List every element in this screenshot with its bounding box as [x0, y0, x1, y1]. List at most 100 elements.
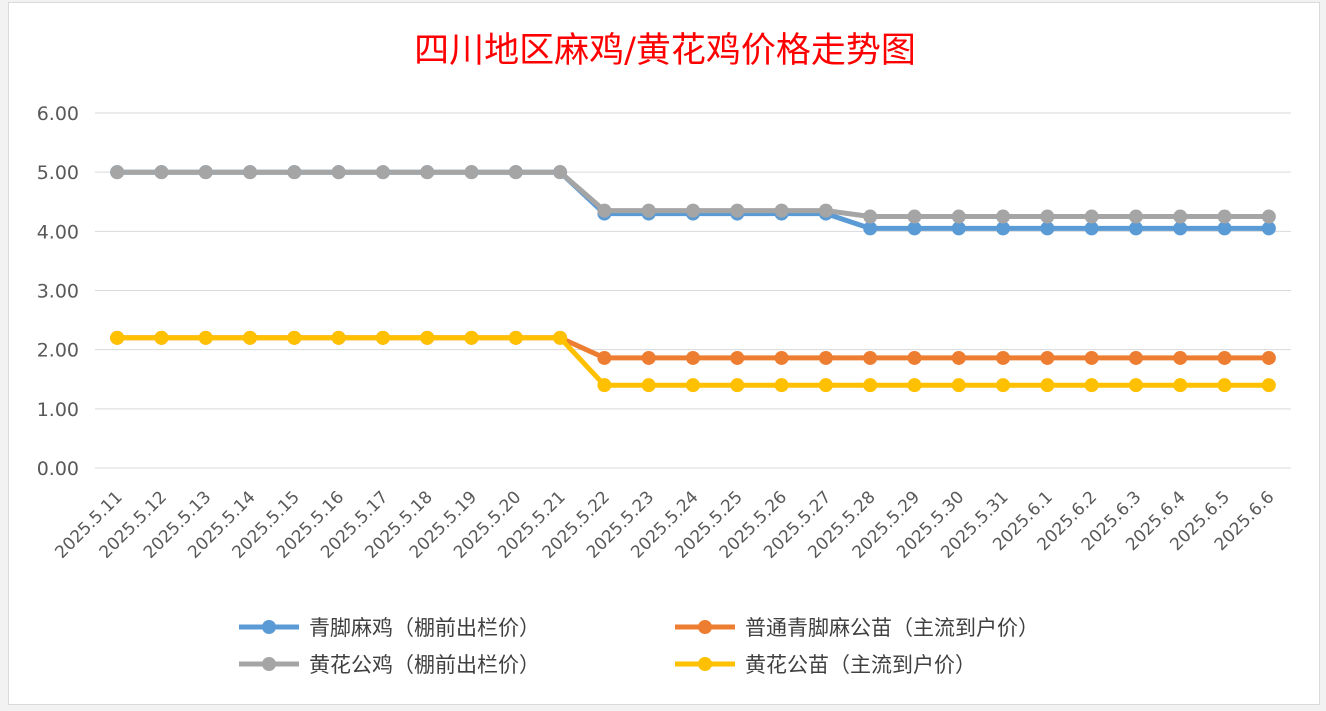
- data-point: [331, 165, 346, 180]
- data-point: [597, 378, 612, 393]
- y-tick-label: 2.00: [37, 340, 79, 362]
- data-point: [1217, 221, 1232, 236]
- legend-marker: [698, 657, 712, 671]
- data-point: [243, 165, 258, 180]
- data-point: [1173, 209, 1188, 224]
- data-point: [1084, 221, 1099, 236]
- series-3: [110, 165, 1276, 224]
- legend-marker: [262, 657, 276, 671]
- data-point: [730, 378, 745, 393]
- data-point: [1040, 209, 1055, 224]
- data-point: [464, 165, 479, 180]
- x-axis-ticks: 2025.5.112025.5.122025.5.132025.5.142025…: [51, 487, 1278, 562]
- legend: 青脚麻鸡（棚前出栏价） 普通青脚麻公苗（主流到户价） 黄花公鸡（棚前出栏价） 黄花公苗…: [239, 616, 1039, 677]
- data-point: [1084, 350, 1099, 365]
- data-point: [597, 350, 612, 365]
- data-point: [996, 350, 1011, 365]
- legend-label: 普通青脚麻公苗（主流到户价）: [745, 616, 1039, 640]
- data-point: [1173, 378, 1188, 393]
- data-point: [1040, 350, 1055, 365]
- data-point: [996, 209, 1011, 224]
- data-point: [1217, 350, 1232, 365]
- y-tick-label: 0.00: [37, 458, 79, 480]
- data-point: [375, 165, 390, 180]
- data-point: [996, 378, 1011, 393]
- data-point: [686, 203, 700, 218]
- data-point: [553, 330, 568, 345]
- data-point: [110, 165, 125, 180]
- data-point: [951, 350, 966, 365]
- data-point: [198, 330, 213, 345]
- data-point: [198, 165, 213, 180]
- data-point: [1261, 350, 1276, 365]
- data-point: [1261, 209, 1276, 224]
- data-point: [287, 165, 302, 180]
- legend-item: 青脚麻鸡（棚前出栏价）: [239, 616, 540, 640]
- y-tick-label: 6.00: [37, 103, 79, 125]
- legend-label: 黄花公苗（主流到户价）: [745, 653, 976, 677]
- data-point: [863, 350, 878, 365]
- data-point: [154, 330, 169, 345]
- data-point: [464, 330, 479, 345]
- data-point: [243, 330, 258, 345]
- data-point: [774, 203, 789, 218]
- data-point: [641, 350, 656, 365]
- data-point: [996, 221, 1011, 236]
- data-point: [951, 209, 966, 224]
- data-point: [1261, 378, 1276, 393]
- legend-item: 普通青脚麻公苗（主流到户价）: [675, 616, 1039, 640]
- data-point: [420, 165, 435, 180]
- y-tick-label: 5.00: [37, 162, 79, 184]
- series-group: [110, 165, 1276, 393]
- y-tick-label: 4.00: [37, 221, 79, 243]
- data-point: [553, 165, 568, 180]
- legend-marker: [262, 620, 276, 634]
- data-point: [331, 330, 346, 345]
- data-point: [730, 350, 745, 365]
- data-point: [1261, 221, 1276, 236]
- data-point: [863, 209, 878, 224]
- data-point: [907, 350, 922, 365]
- data-point: [1217, 209, 1232, 224]
- legend-marker: [698, 620, 712, 634]
- data-point: [863, 378, 878, 393]
- data-point: [730, 203, 745, 218]
- data-point: [1128, 221, 1143, 236]
- data-point: [951, 221, 966, 236]
- series-1: [110, 165, 1276, 236]
- data-point: [375, 330, 390, 345]
- data-point: [686, 378, 700, 393]
- data-point: [1040, 378, 1055, 393]
- series-4: [110, 330, 1276, 393]
- chart-area: 四川地区麻鸡/黄花鸡价格走势图 0.00 1.00 2.00 3.00 4.00 5.00…: [8, 2, 1320, 705]
- data-point: [907, 221, 922, 236]
- data-point: [1040, 221, 1055, 236]
- data-point: [508, 165, 523, 180]
- data-point: [863, 221, 878, 236]
- line-chart: 四川地区麻鸡/黄花鸡价格走势图 0.00 1.00 2.00 3.00 4.00 5.00…: [37, 31, 1291, 677]
- data-point: [774, 378, 789, 393]
- data-point: [1128, 378, 1143, 393]
- legend-label: 黄花公鸡（棚前出栏价）: [309, 653, 540, 677]
- legend-item: 黄花公苗（主流到户价）: [675, 653, 976, 677]
- data-point: [1128, 350, 1143, 365]
- data-point: [1084, 378, 1099, 393]
- y-axis-ticks: 0.00 1.00 2.00 3.00 4.00 5.00 6.00: [37, 103, 79, 480]
- data-point: [1173, 350, 1188, 365]
- data-point: [287, 330, 302, 345]
- data-point: [1173, 221, 1188, 236]
- data-point: [641, 203, 656, 218]
- data-point: [907, 209, 922, 224]
- data-point: [508, 330, 523, 345]
- legend-label: 青脚麻鸡（棚前出栏价）: [309, 616, 540, 640]
- data-point: [1128, 209, 1143, 224]
- legend-item: 黄花公鸡（棚前出栏价）: [239, 653, 540, 677]
- chart-title: 四川地区麻鸡/黄花鸡价格走势图: [414, 31, 916, 71]
- y-tick-label: 3.00: [37, 281, 79, 303]
- data-point: [907, 378, 922, 393]
- data-point: [818, 350, 833, 365]
- data-point: [686, 350, 700, 365]
- data-point: [818, 203, 833, 218]
- data-point: [774, 350, 789, 365]
- data-point: [110, 330, 125, 345]
